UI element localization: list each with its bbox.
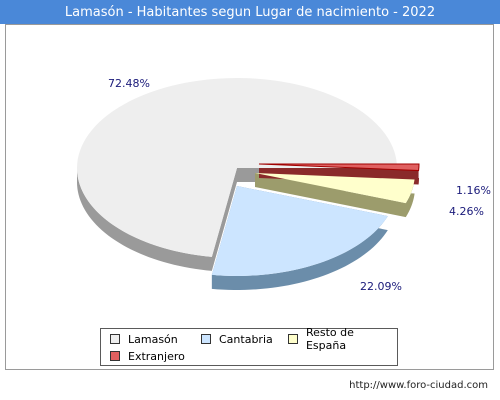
pie-slice-extranjero xyxy=(258,163,420,172)
legend-swatch-lamason xyxy=(110,334,120,344)
legend-item-cantabria: Cantabria xyxy=(201,332,273,346)
legend-label-cantabria: Cantabria xyxy=(219,332,273,346)
legend-label-extranjero: Extranjero xyxy=(128,349,185,363)
legend-swatch-resto-espana xyxy=(288,334,298,344)
pie-slice-cantabria xyxy=(211,186,388,276)
footer-url: http://www.foro-ciudad.com xyxy=(349,380,488,391)
legend-label-resto-espana: Resto de España xyxy=(305,326,354,352)
legend-swatch-cantabria xyxy=(201,334,211,344)
pie-slice-resto-de-espana xyxy=(255,173,415,204)
data-label-lamason: 72.48% xyxy=(108,77,150,90)
data-label-cantabria: 22.09% xyxy=(360,280,402,293)
chart-title: Lamasón - Habitantes segun Lugar de naci… xyxy=(0,0,500,24)
legend: Lamasón Cantabria Resto de España Extran… xyxy=(100,326,398,366)
data-label-resto-de-espana: 4.26% xyxy=(449,205,484,218)
legend-label-lamason: Lamasón xyxy=(128,332,178,346)
data-label-extranjero: 1.16% xyxy=(456,184,491,197)
pie-slice-lamason xyxy=(77,78,397,257)
legend-item-lamason: Lamasón xyxy=(110,332,178,346)
legend-item-extranjero: Extranjero xyxy=(110,349,185,363)
legend-swatch-extranjero xyxy=(110,351,120,361)
legend-item-resto-espana: Resto de España xyxy=(288,326,397,352)
